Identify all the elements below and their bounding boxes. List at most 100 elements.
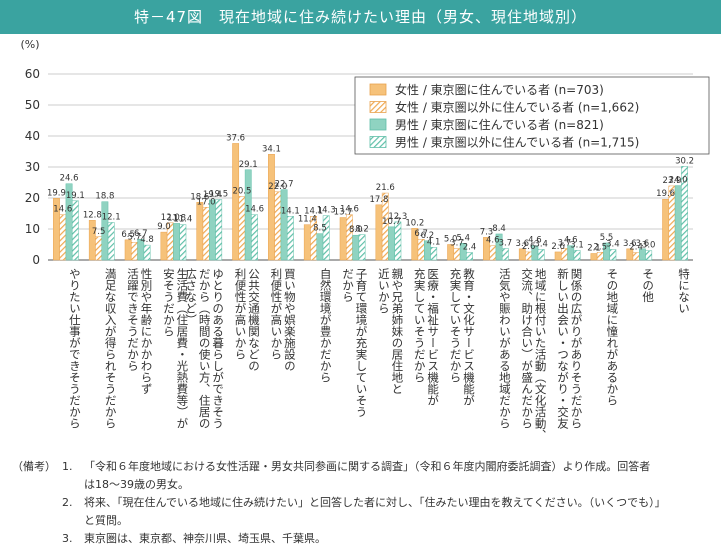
bar	[525, 251, 533, 261]
y-tick-label: 60	[25, 67, 40, 81]
bar	[71, 200, 79, 261]
bar	[388, 226, 395, 261]
x-category-label: ゆとりのある暮らしができそう	[211, 268, 225, 429]
data-labels-group: 19.9 12.8 6.5 9.0 18.6 37.6 34.1 11.4 13.7 17.8 10…	[47, 133, 694, 253]
data-label: 19.9	[47, 188, 66, 198]
x-category-label: 関係の広がりがありそうだから	[570, 268, 584, 429]
data-label: 3.0	[642, 241, 656, 251]
data-label: 22.0	[268, 182, 287, 192]
data-label: 14.6	[53, 205, 72, 215]
x-category-label: その他	[641, 268, 655, 303]
data-label: 17.0	[197, 197, 216, 207]
data-label: 8.2	[355, 225, 369, 235]
bar	[209, 199, 216, 261]
y-tick-label: 0	[32, 253, 40, 267]
data-label: 22.7	[275, 180, 294, 190]
bar	[124, 239, 132, 261]
bar	[286, 216, 294, 261]
data-label: 4.6	[564, 236, 578, 246]
bar	[681, 166, 688, 261]
bar	[358, 234, 366, 261]
x-axis-categories: やりたい仕事ができそうだから 満足な収入が得られそうだから 性別や年齢にかかわらず活…	[68, 267, 691, 440]
data-label: 10.2	[405, 218, 424, 228]
data-label: 3.6	[516, 239, 530, 249]
x-category-label: 生活費（住居費・光熱費等）が	[175, 267, 189, 429]
bar	[59, 214, 67, 261]
data-label: 8.4	[492, 224, 506, 234]
note-row-2-cont: と質問。	[12, 512, 712, 530]
y-tick-label: 50	[25, 98, 40, 112]
bar	[268, 154, 275, 261]
data-label: 12.1	[102, 212, 121, 222]
legend-label: 女性 / 東京圏に住んでいる者 (n=703)	[395, 82, 604, 97]
data-label: 3.1	[570, 240, 584, 250]
data-label: 37.6	[226, 133, 245, 143]
x-category-label: 特にない	[677, 267, 691, 314]
data-label: 3.6	[623, 239, 637, 249]
bar	[430, 247, 438, 261]
note-text: と質問。	[84, 514, 128, 527]
legend: 女性 / 東京圏に住んでいる者 (n=703) 女性 / 東京圏以外に住んでいる者…	[354, 76, 710, 155]
note-text: 「令和６年度地域における女性活躍・男女共同参画に関する調査」（令和６年度内閣府委…	[84, 460, 651, 473]
y-tick-label: 10	[25, 222, 40, 236]
data-label: 14.1	[281, 206, 300, 216]
bar	[322, 215, 330, 261]
x-category-label: 公共交通機関などの	[247, 268, 261, 372]
x-category-label: 教育・文化サービス機能が	[462, 267, 476, 406]
data-label: 18.6	[190, 192, 209, 202]
x-category-label: 充実していそうだから	[413, 267, 427, 383]
bar	[346, 214, 353, 261]
data-label: 29.1	[239, 160, 258, 170]
x-category-label: その地域に憧れがあるから	[605, 268, 619, 406]
bar	[466, 252, 473, 261]
data-label: 6.7	[414, 229, 428, 239]
x-category-label: 性別や年齢にかかわらず	[140, 267, 154, 394]
data-label: 19.5	[209, 190, 228, 200]
data-label: 18.8	[95, 192, 114, 202]
bar	[274, 191, 282, 261]
data-label: 5.5	[600, 233, 614, 243]
bar	[339, 217, 347, 261]
bar	[303, 224, 311, 261]
legend-label: 男性 / 東京圏に住んでいる者 (n=821)	[395, 118, 604, 132]
data-label: 5.0	[444, 235, 458, 245]
data-label: 3.7	[450, 239, 464, 249]
note-text: 将来、「現在住んでいる地域に住み続けたい」と回答した者に対し、「住みたい理由を教…	[84, 496, 666, 509]
data-label: 20.5	[232, 186, 251, 196]
note-text: は18～39歳の男女。	[84, 478, 189, 491]
data-label: 14.6	[340, 205, 359, 215]
bar	[417, 238, 425, 261]
bar	[143, 244, 151, 261]
bar	[573, 250, 581, 261]
bar	[160, 231, 168, 261]
data-label: 11.8	[167, 213, 186, 223]
data-label: 5.4	[456, 233, 470, 243]
title-bar: 特－47図 現在地域に住み続けたい理由（男女、現住地域別）	[0, 0, 721, 34]
data-label: 14.3	[317, 206, 336, 216]
x-category-label: やりたい仕事ができそうだから	[68, 268, 82, 429]
bar	[280, 189, 288, 261]
data-label: 23.9	[662, 176, 681, 186]
bar	[495, 233, 503, 261]
bar	[554, 251, 562, 261]
x-category-label: 地域に根付いた活動（文化活動、	[534, 268, 548, 441]
bar	[316, 233, 324, 261]
bar	[202, 207, 210, 261]
note-number: 2.	[62, 496, 73, 509]
data-label: 3.6	[636, 239, 650, 249]
data-label: 6.2	[421, 231, 435, 241]
x-category-label: 親や兄弟姉妹の居住地と	[390, 268, 404, 395]
data-label: 9.0	[157, 222, 171, 232]
bar	[375, 204, 383, 261]
bar	[107, 222, 115, 261]
data-label: 3.7	[499, 239, 513, 249]
x-category-label: 買い物や娯楽施設の	[283, 268, 297, 372]
data-label: 3.4	[606, 239, 620, 249]
y-axis-unit: (%)	[20, 38, 39, 51]
data-label: 8.5	[313, 224, 327, 234]
data-label: 12.0	[161, 213, 180, 223]
data-label: 8.0	[349, 225, 363, 235]
bar	[394, 221, 402, 261]
data-label: 19.4	[203, 190, 222, 200]
bar	[489, 245, 497, 261]
